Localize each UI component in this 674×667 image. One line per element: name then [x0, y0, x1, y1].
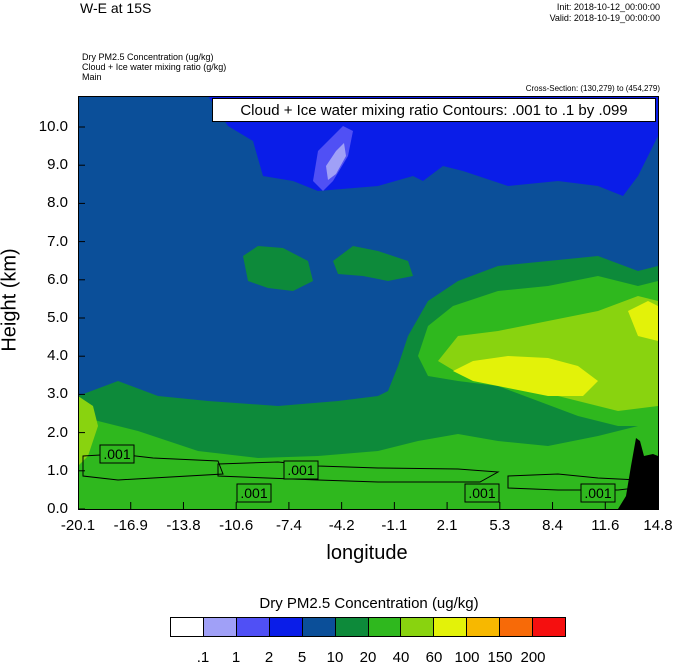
colorbar-box	[335, 618, 369, 636]
contour-label: .001	[584, 485, 611, 501]
y-tick-label: 5.0	[47, 309, 68, 326]
contour-label: .001	[240, 485, 267, 501]
contour-label-box	[236, 483, 272, 503]
colorbar-box	[434, 618, 468, 636]
y-tick-label: 6.0	[47, 270, 68, 288]
variable-domain: Main	[82, 72, 102, 82]
terrain	[618, 438, 658, 509]
y-tick-label: 8.0	[47, 194, 68, 212]
x-tick-label: -20.1	[60, 517, 96, 534]
region-40-60-main	[78, 416, 658, 509]
region-1-2-streak	[326, 143, 346, 180]
x-tick-label: 14.8	[643, 517, 673, 534]
contour-info-label: Cloud + Ice water mixing ratio Contours:…	[212, 98, 656, 122]
y-tick-label: 3.0	[47, 385, 68, 403]
colorbar-box	[171, 618, 204, 636]
y-tick-label: 7.0	[47, 232, 68, 250]
contour-label: .001	[103, 446, 130, 462]
run-info: Init: 2018-10-12_00:00:00 Valid: 2018-10…	[550, 2, 660, 24]
colorbar-box	[203, 618, 237, 636]
region-60-100	[438, 296, 658, 411]
valid-time: Valid: 2018-10-19_00:00:00	[549, 13, 660, 23]
colorbar-level-label: 200	[520, 649, 546, 666]
init-time: Init: 2018-10-12_00:00:00	[556, 2, 660, 12]
variable-pm25: Dry PM2.5 Concentration (ug/kg)	[82, 52, 214, 62]
x-axis-label: longitude	[326, 542, 408, 564]
variable-cloud-ice: Cloud + Ice water mixing ratio (g/kg)	[82, 62, 227, 72]
y-tick-label: 0.0	[47, 500, 68, 517]
y-tick-label: 4.0	[47, 347, 68, 365]
colorbar-box	[467, 618, 501, 636]
x-tick-label: 2.1	[436, 517, 458, 534]
contour-label-box	[464, 483, 500, 503]
colorbar-box	[368, 618, 402, 636]
colorbar-box	[236, 618, 270, 636]
cross-section-label: Cross-Section: (130,279) to (454,279)	[525, 84, 660, 93]
region-20-40-blob1	[243, 246, 313, 291]
x-tick-label: 11.6	[591, 517, 620, 534]
y-axis-label: Height (km)	[0, 248, 21, 352]
x-tick-label: 8.4	[542, 517, 563, 534]
colorbar-box	[401, 618, 435, 636]
x-tick-label: -13.8	[166, 517, 201, 534]
colorbar-box	[269, 618, 303, 636]
colorbar-box	[533, 618, 566, 636]
colorbar-title: Dry PM2.5 Concentration (ug/kg)	[259, 595, 479, 612]
plot-frame	[78, 96, 659, 510]
tick-marks	[78, 126, 659, 510]
main-title: W-E at 15S	[80, 0, 152, 16]
colorbar	[170, 617, 566, 637]
colorbar-level-label: 100	[454, 649, 480, 666]
colorbar-level-label: 60	[425, 649, 443, 666]
colorbar-box	[500, 618, 534, 636]
region-100-150-east	[628, 301, 658, 341]
colorbar-level-label: 5	[297, 649, 307, 666]
x-tick-label: -10.6	[219, 517, 254, 534]
cross-section-plot: .001 .001 .001 .001 .001	[78, 96, 659, 510]
x-tick-label: 5.3	[489, 517, 511, 534]
y-tick-label: 9.0	[47, 156, 68, 174]
colorbar-level-label: 2	[264, 649, 274, 666]
y-tick-label: 2.0	[47, 423, 68, 441]
x-tick-label: -16.9	[113, 517, 148, 534]
colorbar-level-label: 40	[392, 649, 410, 666]
colorbar-level-label: 10	[326, 649, 344, 666]
x-tick-label: -4.2	[328, 517, 355, 534]
contour-label: .001	[468, 485, 495, 501]
region-20-40-blob2	[333, 246, 413, 281]
contour-label: .001	[287, 462, 314, 478]
variable-list: Dry PM2.5 Concentration (ug/kg) Cloud + …	[82, 52, 226, 82]
colorbar-level-label: 150	[487, 649, 513, 666]
colorbar-level-label: .1	[196, 649, 210, 666]
colorbar-box	[302, 618, 336, 636]
region-60-100-left	[78, 396, 98, 466]
colorbar-level-label: 1	[231, 649, 241, 666]
y-tick-label: 10.0	[38, 118, 68, 135]
contour-label-box	[283, 460, 319, 480]
colorbar-level-label: 20	[359, 649, 377, 666]
region-100-150	[453, 356, 598, 396]
contour-label-box	[99, 444, 135, 464]
y-tick-label: 1.0	[47, 461, 68, 479]
contour-label-box	[580, 483, 616, 503]
x-tick-label: -1.1	[381, 517, 408, 534]
x-tick-label: -7.4	[275, 517, 302, 534]
